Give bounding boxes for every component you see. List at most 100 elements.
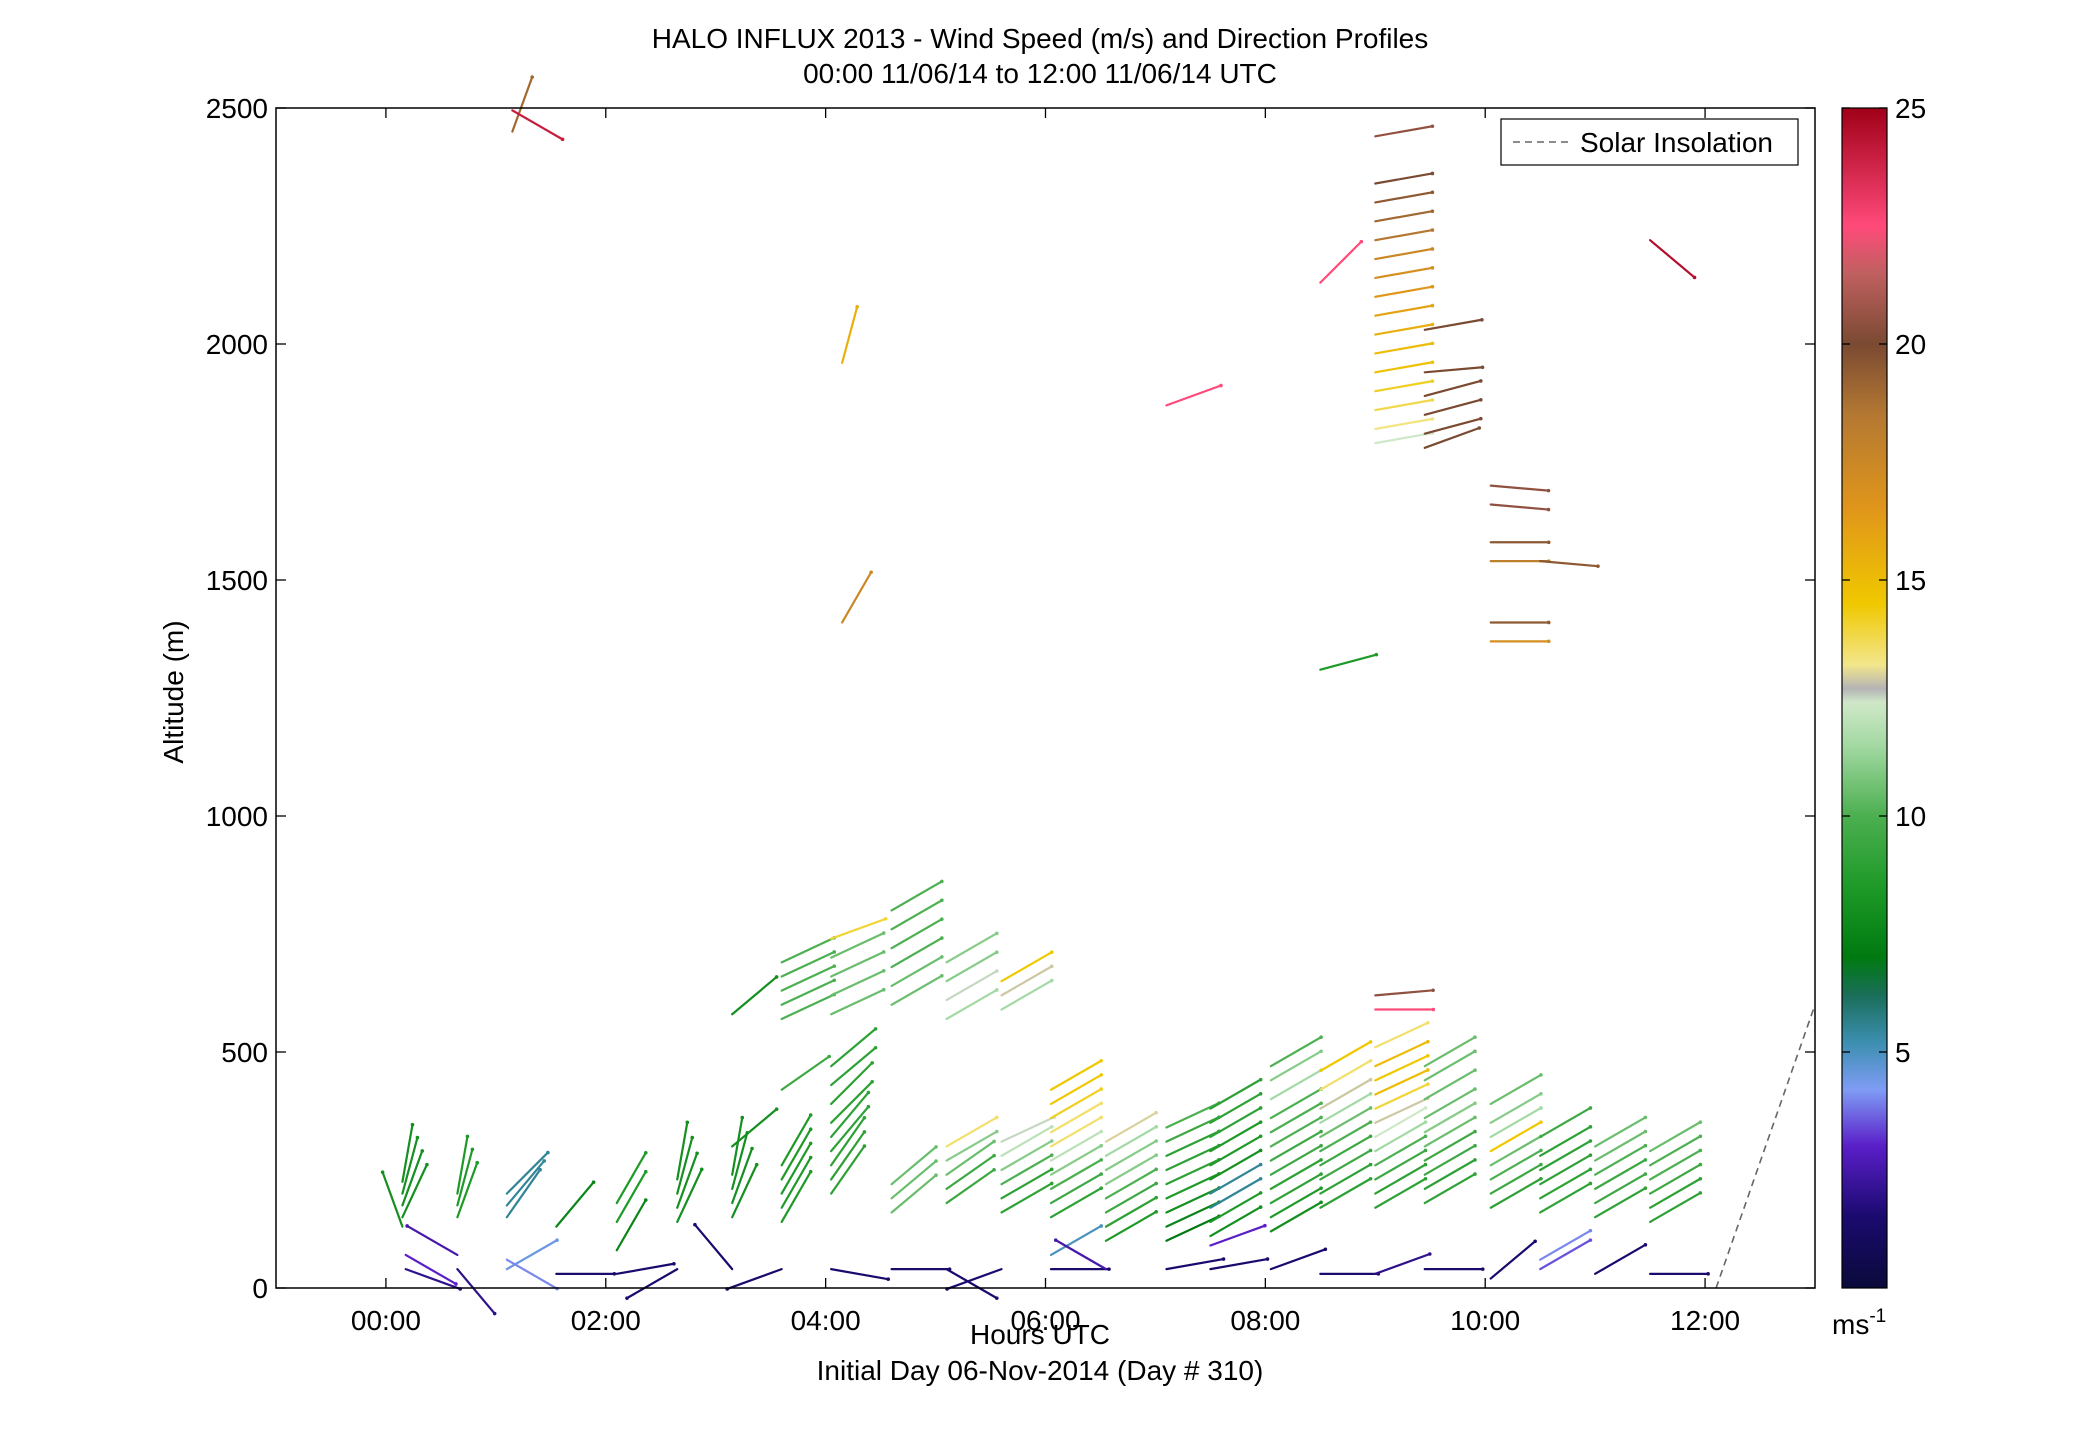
wind-barb-tip bbox=[994, 950, 999, 954]
wind-barb-tip bbox=[1319, 1143, 1323, 1148]
wind-barb-tip bbox=[1221, 1257, 1226, 1261]
wind-barb-tip bbox=[1423, 1148, 1428, 1153]
wind-barb bbox=[1594, 1144, 1647, 1176]
wind-barb bbox=[1209, 1163, 1262, 1195]
wind-barb bbox=[1269, 1158, 1323, 1190]
wind-barb-tip bbox=[1099, 1143, 1104, 1148]
wind-barb bbox=[945, 1130, 998, 1162]
wind-barb-tip bbox=[1539, 1162, 1543, 1167]
wind-barb bbox=[1000, 1125, 1053, 1157]
wind-barb-tip bbox=[1319, 1186, 1323, 1190]
wind-barb-tip bbox=[1430, 417, 1435, 421]
wind-barb bbox=[1165, 1215, 1221, 1242]
wind-barb-tip bbox=[1099, 1115, 1104, 1120]
wind-barb bbox=[1000, 951, 1053, 983]
wind-barb bbox=[456, 1161, 479, 1219]
x-tick-label: 06:00 bbox=[1010, 1305, 1080, 1336]
wind-barb bbox=[1423, 318, 1483, 331]
wind-barb bbox=[1209, 1205, 1262, 1238]
wind-barb bbox=[505, 1159, 546, 1207]
colorbar-tick-label: 25 bbox=[1895, 93, 1926, 124]
wind-barb bbox=[1319, 1121, 1372, 1153]
wind-barb bbox=[1374, 1097, 1429, 1124]
wind-barb bbox=[780, 965, 836, 992]
wind-barb-tip bbox=[1473, 1158, 1477, 1162]
colorbar-scale bbox=[1841, 107, 1888, 1289]
wind-barb-tip bbox=[774, 1107, 779, 1111]
wind-barb-tip bbox=[425, 1162, 429, 1167]
wind-barb bbox=[1104, 1154, 1158, 1186]
wind-barb bbox=[1209, 1121, 1262, 1153]
wind-barb bbox=[625, 1268, 679, 1300]
wind-barb-tip bbox=[643, 1198, 648, 1202]
wind-barb-tip bbox=[1359, 239, 1364, 244]
wind-barb bbox=[1104, 1125, 1158, 1157]
wind-barb bbox=[1165, 1158, 1221, 1186]
wind-barb-tip bbox=[1319, 1200, 1323, 1205]
wind-barb bbox=[1319, 653, 1378, 671]
wind-barb-tip bbox=[1099, 1158, 1104, 1162]
wind-barb-tip bbox=[1430, 171, 1435, 176]
wind-barb bbox=[1209, 1092, 1262, 1124]
wind-barb bbox=[1049, 1130, 1103, 1162]
wind-barb bbox=[1374, 1177, 1427, 1209]
wind-barb bbox=[830, 1091, 870, 1139]
wind-barb-tip bbox=[1430, 303, 1435, 308]
wind-barb-tip bbox=[1049, 950, 1054, 954]
wind-barb-tip bbox=[808, 1127, 813, 1132]
wind-barb bbox=[780, 1055, 831, 1091]
wind-barb bbox=[1374, 1106, 1427, 1139]
wind-barb bbox=[1539, 1239, 1592, 1271]
wind-barb-tip bbox=[1099, 1224, 1104, 1228]
x-axis-sublabel: Initial Day 06-Nov-2014 (Day # 310) bbox=[817, 1355, 1264, 1386]
wind-barb bbox=[1374, 989, 1435, 997]
wind-barb-tip bbox=[1319, 1049, 1323, 1054]
wind-barb-tip bbox=[1546, 507, 1551, 512]
wind-barb bbox=[890, 936, 943, 969]
wind-barb-tip bbox=[940, 955, 944, 959]
wind-barb-tip bbox=[1049, 964, 1054, 969]
wind-barb-tip bbox=[1368, 1134, 1373, 1139]
wind-barb bbox=[1374, 266, 1434, 280]
wind-barb bbox=[1269, 1144, 1323, 1176]
y-axis-label: Altitude (m) bbox=[158, 620, 189, 763]
wind-barb bbox=[1209, 1078, 1262, 1110]
wind-barb-tip bbox=[1368, 1040, 1373, 1044]
wind-barb bbox=[1489, 1121, 1543, 1153]
wind-barb-tip bbox=[1423, 1176, 1428, 1181]
wind-barb bbox=[1649, 1121, 1702, 1153]
wind-barb-tip bbox=[1430, 209, 1435, 214]
wind-barb bbox=[456, 1135, 469, 1195]
wind-barb bbox=[1049, 1224, 1103, 1257]
wind-barb bbox=[1374, 1149, 1427, 1181]
wind-barb-tip bbox=[1154, 1110, 1158, 1115]
wind-barb-tip bbox=[1643, 1115, 1648, 1120]
wind-barb bbox=[1374, 125, 1434, 138]
wind-barb-tip bbox=[883, 917, 888, 921]
wind-barb-tip bbox=[1588, 1106, 1593, 1110]
wind-barb-tip bbox=[685, 1120, 690, 1125]
wind-barb-tip bbox=[1426, 1039, 1430, 1044]
wind-barb-tip bbox=[1546, 620, 1551, 625]
wind-barb-tip bbox=[1258, 1134, 1263, 1139]
wind-barb bbox=[780, 993, 836, 1021]
wind-barb-tip bbox=[869, 570, 873, 575]
wind-barb bbox=[1374, 1135, 1427, 1167]
wind-barb-tip bbox=[1588, 1228, 1593, 1233]
wind-barb-tip bbox=[1258, 1191, 1263, 1195]
wind-barb-tip bbox=[695, 1151, 699, 1156]
wind-barb bbox=[1104, 1210, 1158, 1242]
wind-barb bbox=[1165, 384, 1223, 407]
wind-barb-tip bbox=[994, 988, 999, 992]
wind-barb bbox=[676, 1168, 703, 1224]
wind-barb-tip bbox=[827, 1054, 831, 1059]
wind-barb-tip bbox=[1426, 1054, 1430, 1058]
wind-barb bbox=[841, 305, 859, 364]
wind-barb-tip bbox=[1698, 1162, 1703, 1167]
y-tick-label: 500 bbox=[221, 1037, 268, 1068]
wind-barb-tip bbox=[1426, 1020, 1430, 1025]
wind-barb bbox=[1165, 1101, 1221, 1129]
wind-barb-tip bbox=[1258, 1120, 1263, 1124]
wind-barb bbox=[1374, 191, 1434, 204]
wind-barb bbox=[1374, 210, 1434, 223]
